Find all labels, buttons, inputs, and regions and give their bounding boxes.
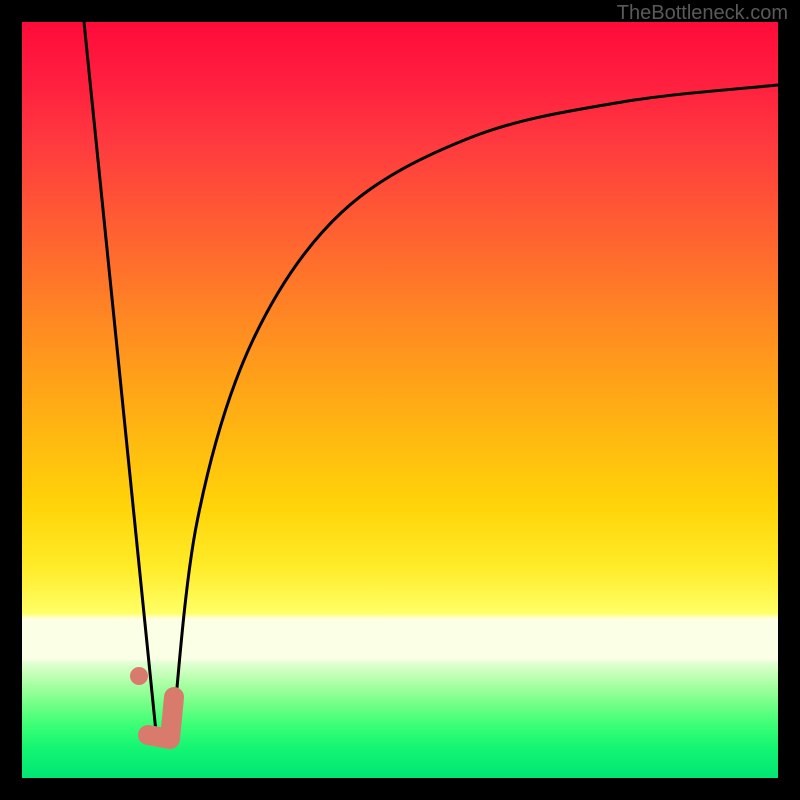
curve-left-branch [84, 22, 157, 742]
plot-area [22, 22, 778, 778]
curve-right-branch [172, 85, 778, 742]
marker-dot [130, 667, 148, 685]
bottleneck-curve [22, 22, 778, 778]
watermark-text: TheBottleneck.com [617, 2, 788, 25]
